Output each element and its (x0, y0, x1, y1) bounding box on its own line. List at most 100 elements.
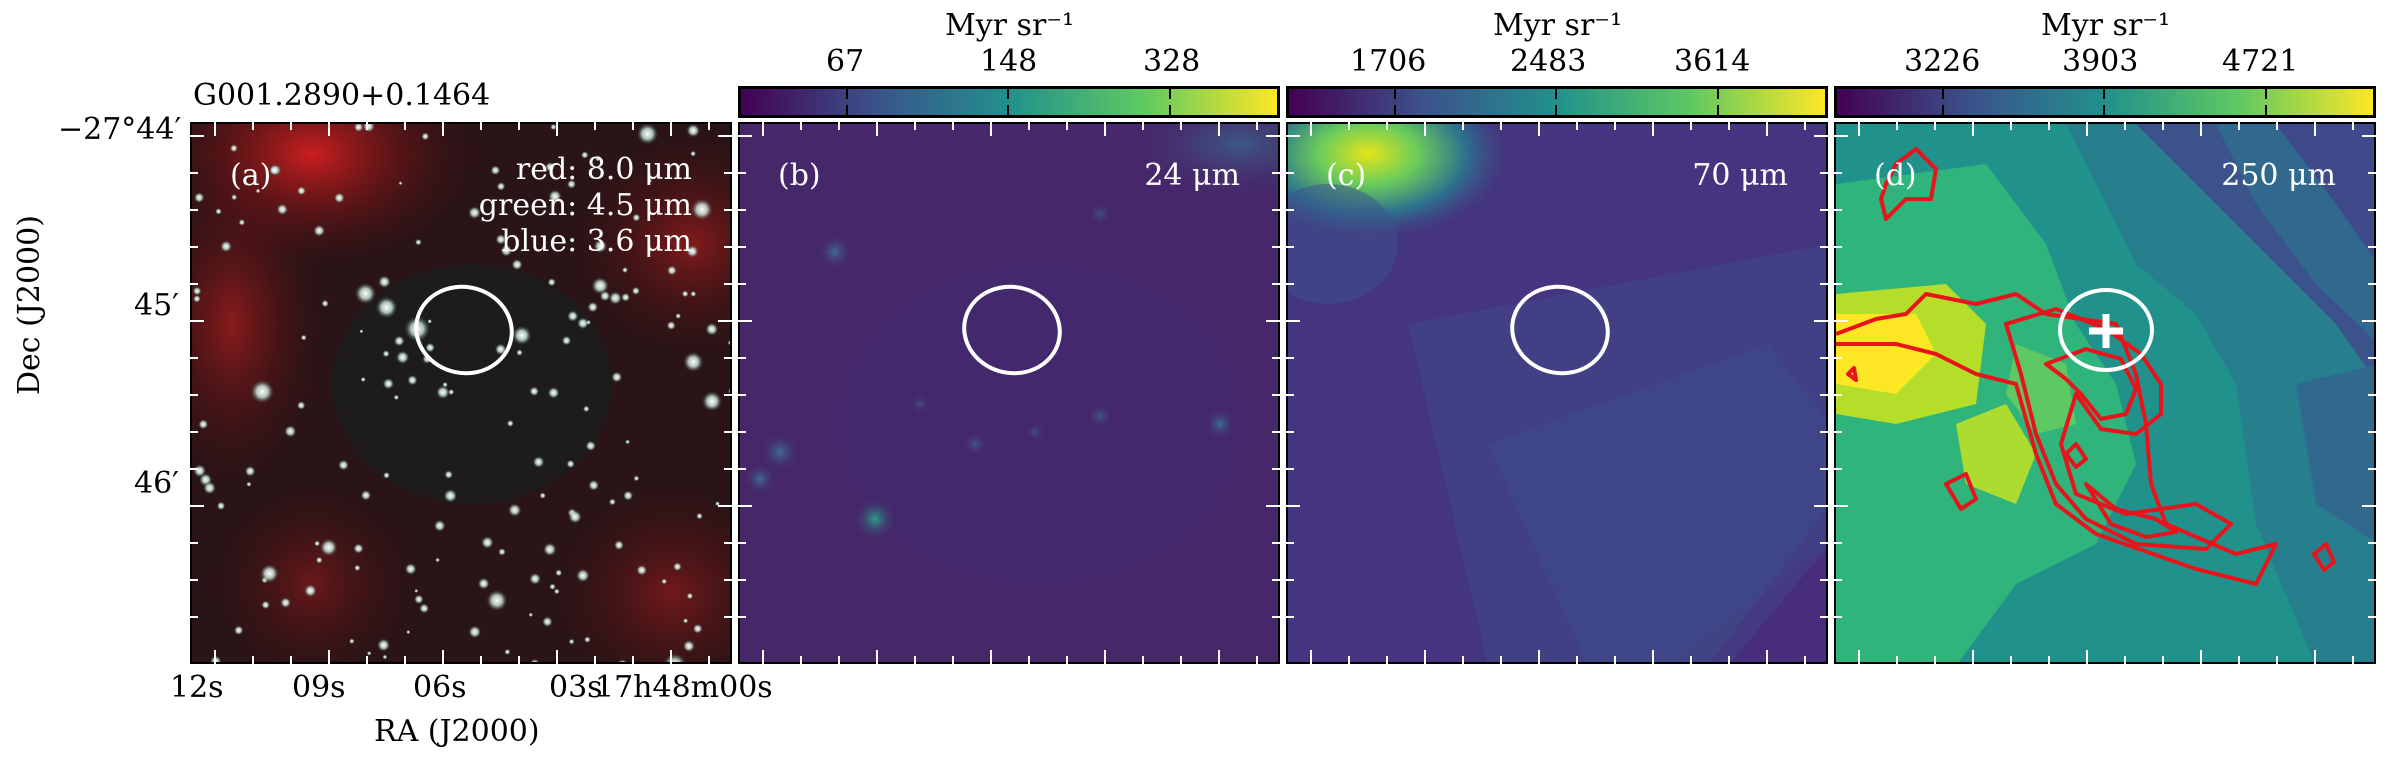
axis-tick (1834, 246, 1842, 248)
axis-tick (724, 172, 732, 174)
colorbar-unit: Myr sr⁻¹ (945, 8, 1075, 43)
axis-tick (1576, 656, 1578, 664)
axis-tick (1066, 656, 1068, 664)
axis-tick (1820, 357, 1828, 359)
legend-green: green: 4.5 μm (478, 188, 692, 223)
star-point (486, 589, 508, 612)
axis-tick (1266, 505, 1280, 507)
axis-tick (2124, 122, 2126, 130)
axis-tick (518, 122, 520, 130)
star-point (468, 625, 482, 639)
axis-tick (2368, 209, 2376, 211)
axis-tick (1462, 656, 1464, 664)
panel-a-image: (a) red: 8.0 μm green: 4.5 μm blue: 3.6 … (190, 122, 732, 664)
axis-tick (1266, 320, 1280, 322)
star-point (444, 470, 454, 479)
axis-tick (738, 357, 746, 359)
axis-tick (190, 542, 198, 544)
axis-tick (1834, 283, 1842, 285)
axis-tick (1614, 122, 1616, 130)
axis-tick (1834, 542, 1842, 544)
axis-tick (190, 357, 198, 359)
axis-tick (290, 122, 292, 130)
axis-tick (1104, 650, 1106, 664)
axis-tick (1272, 431, 1280, 433)
star-point (406, 629, 411, 635)
axis-tick (2010, 656, 2012, 664)
panel-label: (b) (778, 158, 821, 193)
axis-tick (670, 122, 672, 136)
star-point (566, 179, 577, 189)
axis-tick (724, 468, 732, 470)
contour-lines (1836, 147, 2336, 586)
axis-tick (1462, 122, 1464, 130)
colorbar-tick: 1706 (1350, 44, 1427, 79)
axis-tick (2368, 246, 2376, 248)
star-point (360, 489, 372, 501)
star-point (414, 588, 419, 593)
axis-tick (1896, 122, 1898, 130)
star-point (415, 238, 422, 246)
axis-tick (2086, 650, 2088, 664)
star-point (608, 498, 616, 506)
star-point (495, 234, 507, 245)
axis-tick (1820, 616, 1828, 618)
axis-tick (404, 122, 406, 130)
axis-tick (738, 542, 746, 544)
axis-tick (1538, 122, 1540, 136)
axis-tick (1858, 650, 1860, 664)
axis-tick (1804, 656, 1806, 664)
star-point (529, 386, 540, 397)
star-point (690, 290, 697, 297)
axis-tick (1348, 122, 1350, 130)
axis-tick (724, 431, 732, 433)
star-point (633, 475, 640, 482)
axis-tick (252, 122, 254, 130)
axis-tick (738, 616, 746, 618)
star-point (608, 291, 622, 305)
axis-tick (2368, 579, 2376, 581)
axis-tick (952, 656, 954, 664)
star-point (468, 206, 481, 220)
star-point (421, 132, 430, 141)
axis-tick (1218, 122, 1220, 136)
panel-label: (a) (230, 158, 272, 193)
star-point (296, 186, 306, 196)
axis-tick (1286, 616, 1294, 618)
axis-tick (442, 122, 444, 136)
axis-tick (404, 656, 406, 664)
source-name: G001.2890+0.1464 (193, 78, 491, 113)
axis-tick (876, 650, 878, 664)
star-point (338, 459, 349, 471)
axis-tick (2362, 505, 2376, 507)
star-point (580, 151, 589, 159)
star-point (661, 578, 668, 585)
axis-tick (990, 650, 992, 664)
axis-tick (1286, 542, 1294, 544)
axis-tick (876, 122, 878, 136)
axis-tick (1286, 172, 1294, 174)
axis-tick (738, 172, 746, 174)
axis-tick (1180, 122, 1182, 130)
y-axis-label: Dec (J2000) (12, 215, 47, 395)
axis-tick (2010, 122, 2012, 130)
star-point (313, 224, 326, 237)
axis-tick (2352, 656, 2354, 664)
region-ellipse (962, 284, 1062, 376)
star-point (377, 638, 391, 652)
star-point (362, 124, 375, 133)
axis-tick (1690, 656, 1692, 664)
star-point (419, 603, 430, 614)
legend-blue: blue: 3.6 μm (501, 224, 692, 259)
star-point (548, 189, 562, 204)
axis-tick (670, 650, 672, 664)
star-point (477, 577, 490, 590)
star-point (404, 563, 417, 575)
axis-tick (1272, 579, 1280, 581)
axis-tick (290, 656, 292, 664)
star-point (203, 481, 217, 495)
colorbar-tick: 3614 (1674, 44, 1751, 79)
star-point (621, 266, 629, 274)
axis-tick (1386, 122, 1388, 130)
axis-tick (2368, 542, 2376, 544)
